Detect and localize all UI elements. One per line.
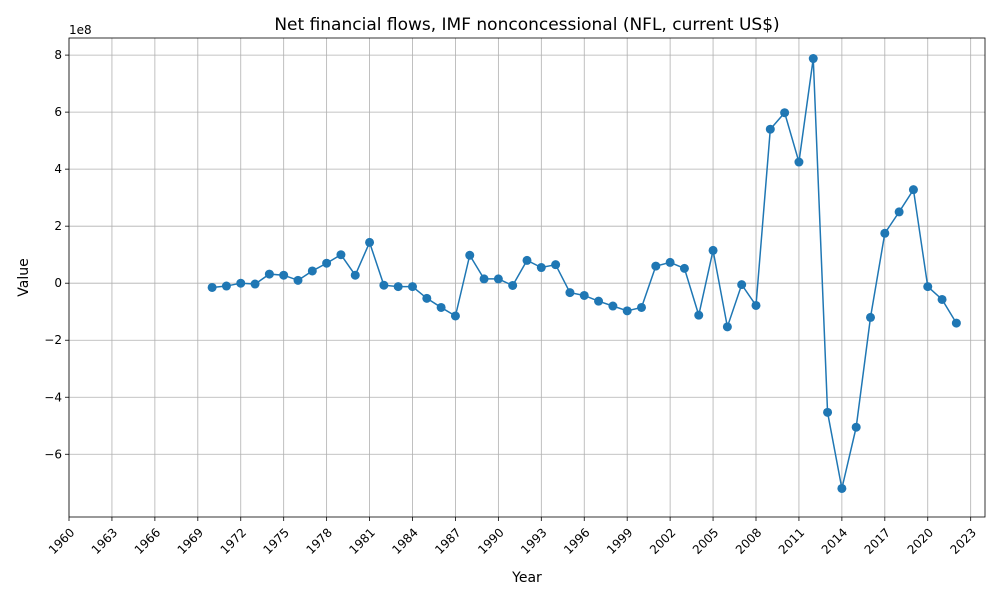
y-axis-offset-label: 1e8	[69, 23, 92, 37]
data-point	[422, 293, 432, 303]
data-point	[694, 310, 704, 320]
data-point	[436, 302, 446, 312]
data-point	[293, 275, 303, 285]
data-point	[823, 407, 833, 417]
data-point	[765, 124, 775, 134]
data-point	[379, 280, 389, 290]
data-point	[722, 322, 732, 332]
y-axis-label: Value	[16, 258, 32, 296]
data-point	[622, 306, 632, 316]
data-point	[608, 301, 618, 311]
data-point	[493, 274, 503, 284]
data-point	[637, 302, 646, 312]
data-point	[250, 279, 260, 289]
data-point	[307, 266, 317, 276]
data-point	[937, 294, 947, 304]
chart-title: Net financial flows, IMF nonconcessional…	[274, 15, 779, 35]
data-point	[880, 228, 890, 238]
data-point	[794, 157, 804, 167]
data-point	[522, 255, 532, 265]
data-point	[951, 318, 961, 328]
data-point	[737, 280, 747, 290]
data-point	[565, 288, 575, 298]
y-tick-label: −6	[44, 447, 62, 461]
data-point	[594, 296, 604, 306]
x-axis-label: Year	[511, 570, 542, 586]
data-point	[551, 260, 561, 270]
data-point	[336, 250, 346, 260]
y-axis-ticks: −6 −4 −2 0 2 4 6 8	[44, 48, 69, 461]
data-point	[264, 269, 274, 279]
data-point	[236, 278, 246, 288]
data-point	[923, 282, 933, 292]
data-point	[651, 261, 661, 271]
y-tick-label: 4	[54, 162, 62, 176]
series	[207, 54, 961, 493]
data-point	[350, 270, 360, 280]
data-point	[866, 312, 875, 322]
data-point	[837, 483, 847, 493]
data-point	[393, 282, 403, 292]
data-point	[851, 422, 861, 432]
data-point	[365, 237, 375, 247]
data-point	[908, 185, 918, 195]
data-point	[780, 108, 790, 118]
data-point	[408, 282, 417, 292]
data-point	[479, 274, 489, 284]
data-point	[465, 250, 475, 260]
data-point	[221, 281, 231, 291]
data-point	[751, 300, 761, 310]
y-tick-label: 2	[54, 219, 62, 233]
data-point	[207, 282, 217, 292]
data-point	[579, 290, 589, 300]
y-tick-label: 6	[54, 105, 62, 119]
data-point	[450, 311, 460, 321]
data-point	[708, 245, 718, 255]
data-point	[279, 270, 289, 280]
y-tick-label: 0	[54, 276, 62, 290]
data-point	[808, 54, 818, 64]
data-point	[322, 258, 332, 268]
data-point	[679, 263, 689, 273]
y-tick-label: −2	[44, 333, 62, 347]
grid	[68, 38, 985, 517]
data-point	[508, 280, 518, 290]
data-point	[894, 207, 904, 217]
data-point	[536, 263, 546, 273]
y-tick-label: −4	[44, 390, 62, 404]
plot-frame	[68, 37, 986, 518]
y-tick-label: 8	[54, 48, 62, 62]
data-point	[665, 257, 675, 267]
